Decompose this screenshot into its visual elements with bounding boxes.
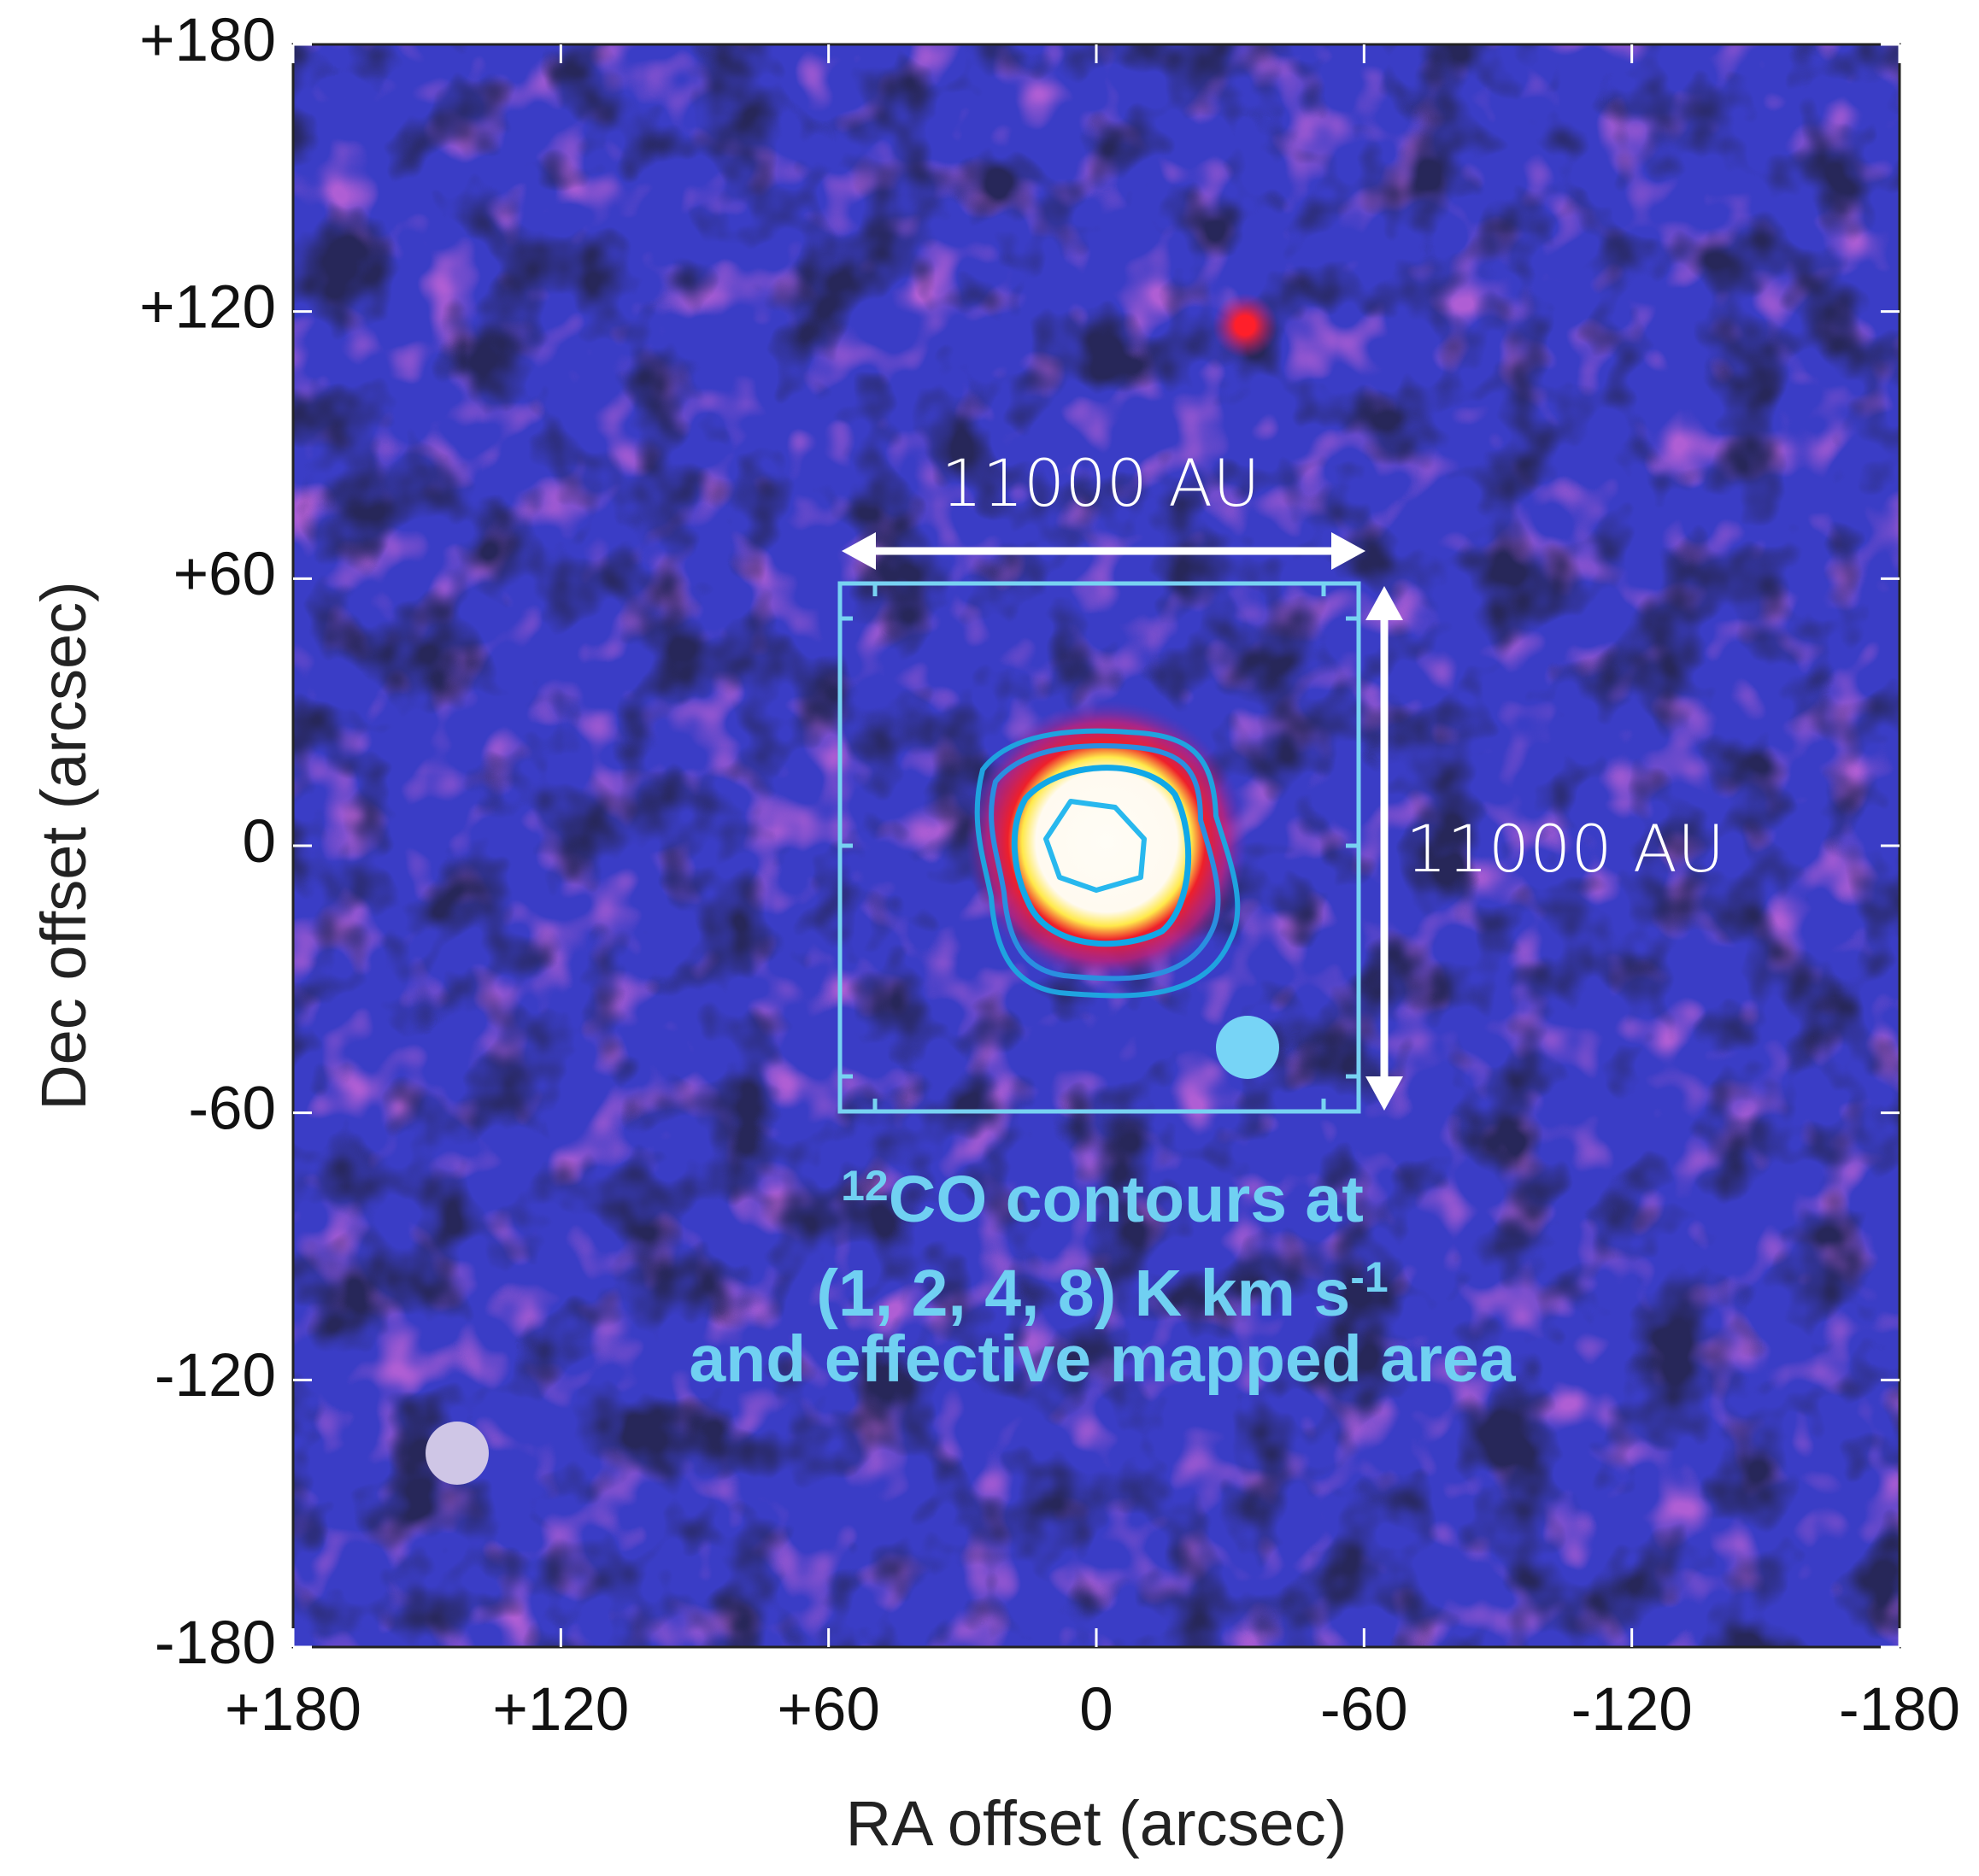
caption-text: (1, 2, 4, 8) K km s: [816, 1257, 1350, 1330]
y-tick-label: 0: [243, 808, 277, 876]
scale-label: 11000 AU: [941, 445, 1260, 521]
caption-text: CO contours at: [889, 1163, 1364, 1236]
y-tick-label: -120: [155, 1342, 276, 1410]
continuum-beam: [426, 1422, 489, 1485]
contours: [974, 728, 1241, 999]
caption: and effective mapped area: [689, 1322, 1516, 1396]
y-axis-title: Dec offset (arcsec): [28, 581, 99, 1111]
caption: 12CO contours at: [841, 1162, 1364, 1236]
y-tick-label: -180: [155, 1609, 276, 1677]
point-source: [1213, 293, 1277, 358]
y-tick-label: +120: [139, 273, 276, 341]
y-tick-label: -60: [188, 1075, 276, 1142]
x-tick-label: +60: [777, 1676, 879, 1744]
y-tick-label: +60: [173, 541, 276, 608]
caption-sup: 12: [841, 1162, 889, 1210]
scale-arrows: [842, 532, 1403, 1111]
y-tick-label: +180: [139, 7, 276, 74]
x-tick-label: -60: [1320, 1676, 1408, 1744]
x-axis-title: RA offset (arcsec): [846, 1788, 1348, 1859]
mapped-area: [837, 581, 1361, 1114]
x-tick-label: -180: [1839, 1676, 1960, 1744]
caption: (1, 2, 4, 8) K km s-1: [816, 1253, 1388, 1330]
map: 11000 AU 11000 AU 12CO contours at (1, 2…: [293, 44, 1900, 1647]
scale-label: 11000 AU: [1406, 811, 1725, 887]
x-tick-label: +180: [225, 1676, 361, 1744]
x-tick-label: 0: [1079, 1676, 1113, 1744]
co-beam: [1216, 1016, 1279, 1079]
x-tick-label: -120: [1571, 1676, 1693, 1744]
x-tick-label: +120: [492, 1676, 629, 1744]
caption-sup: -1: [1350, 1253, 1388, 1301]
